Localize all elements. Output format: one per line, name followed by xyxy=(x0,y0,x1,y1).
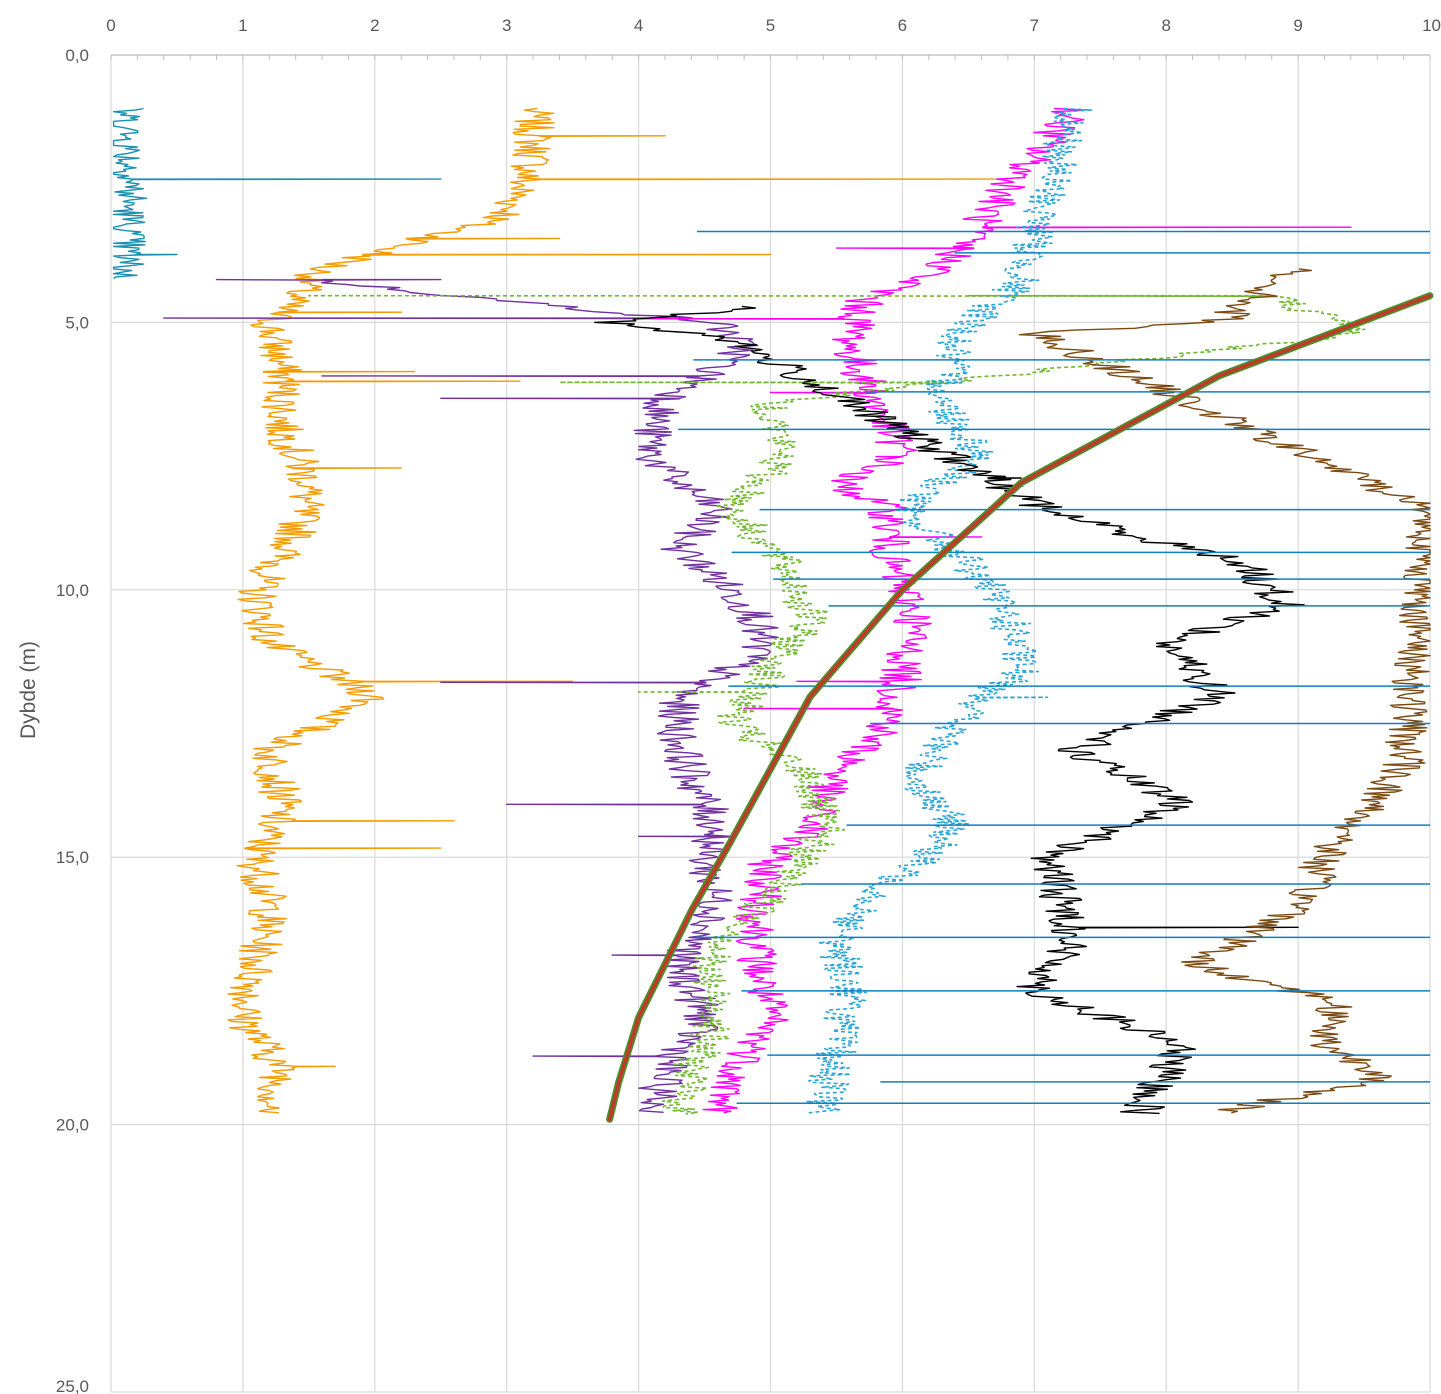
x-tick-label: 0 xyxy=(106,16,115,35)
x-tick-label: 3 xyxy=(502,16,511,35)
series-line xyxy=(593,305,1305,1115)
reference-curve xyxy=(607,293,1432,1122)
series-cyan_dashed xyxy=(805,107,1093,1114)
series-line xyxy=(227,107,996,1114)
series-blue xyxy=(677,230,1430,1104)
y-tick-label: 25,0 xyxy=(56,1377,89,1394)
y-tick-label: 0,0 xyxy=(65,46,89,65)
series-line xyxy=(112,107,442,280)
series-purple xyxy=(163,278,779,1113)
y-tick-label: 20,0 xyxy=(56,1116,89,1135)
x-tick-label: 7 xyxy=(1030,16,1039,35)
series-teal xyxy=(112,107,442,280)
series-line xyxy=(163,278,779,1113)
x-tick-label: 8 xyxy=(1161,16,1170,35)
x-tick-label: 10 xyxy=(1422,16,1441,35)
series-line xyxy=(308,294,1366,1115)
series-line xyxy=(1018,268,1431,1114)
x-tick-label: 4 xyxy=(634,16,643,35)
series-reference xyxy=(606,292,1434,1123)
series-green_dashed xyxy=(308,294,1366,1115)
series-line xyxy=(805,107,1093,1114)
series-group xyxy=(112,107,1434,1123)
x-tick-label: 2 xyxy=(370,16,379,35)
y-tick-label: 15,0 xyxy=(56,848,89,867)
x-tick-label: 9 xyxy=(1293,16,1302,35)
series-orange xyxy=(227,107,996,1114)
y-tick-label: 5,0 xyxy=(65,313,89,332)
y-axis-title: Dybde (m) xyxy=(17,641,40,739)
series-brown xyxy=(1018,268,1431,1114)
x-tick-labels: 0 1 2 3 4 5 6 7 8 9 10 xyxy=(106,16,1441,35)
series-black xyxy=(593,305,1305,1115)
x-tick-label: 6 xyxy=(898,16,907,35)
x-tick-label: 1 xyxy=(238,16,247,35)
series-line xyxy=(637,107,1352,1114)
series-magenta xyxy=(637,107,1352,1114)
y-tick-label: 10,0 xyxy=(56,581,89,600)
x-tick-label: 5 xyxy=(766,16,775,35)
y-tick-labels: 0,0 5,0 10,0 15,0 20,0 25,0 xyxy=(56,46,89,1394)
